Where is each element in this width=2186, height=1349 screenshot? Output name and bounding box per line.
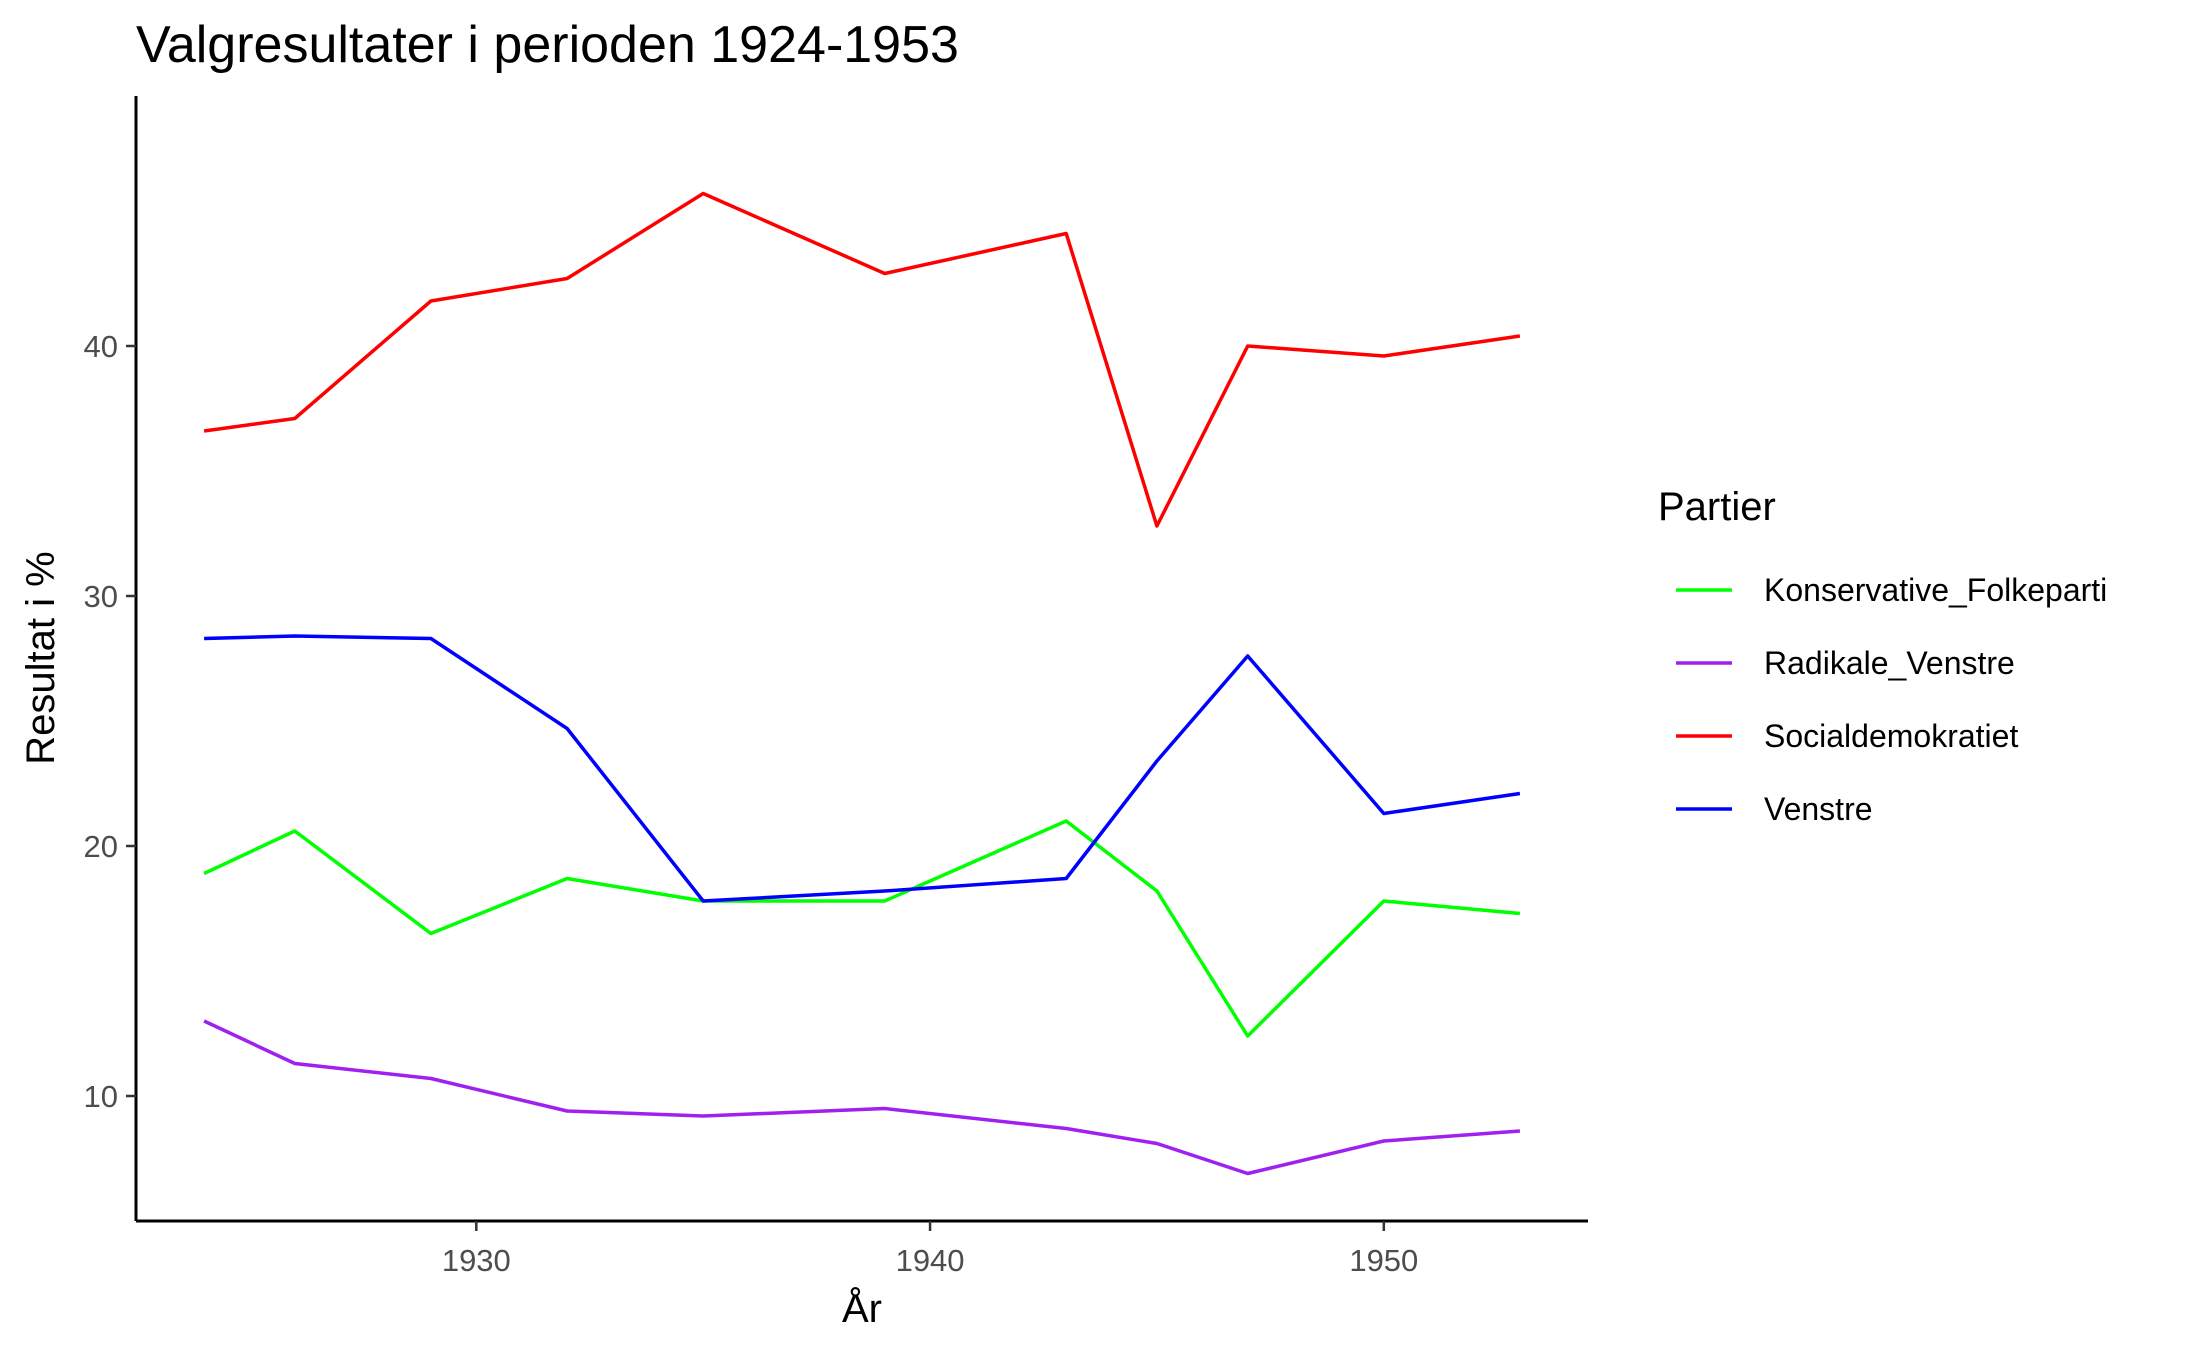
y-tick-label: 30 <box>84 579 118 614</box>
series-line-konservative-folkeparti <box>203 819 1521 1038</box>
legend-item: Venstre <box>1676 791 1873 827</box>
y-tick-label: 10 <box>84 1079 118 1114</box>
x-tick-label: 1930 <box>442 1243 511 1278</box>
x-axis-ticks: 1930 1940 1950 <box>442 1221 1418 1278</box>
legend: Partier Konservative_Folkeparti Radikale_… <box>1658 485 2107 827</box>
x-tick-label: 1950 <box>1349 1243 1418 1278</box>
legend-title: Partier <box>1658 485 1776 529</box>
y-tick-label: 40 <box>84 329 118 364</box>
legend-items: Konservative_Folkeparti Radikale_Venstre S… <box>1676 572 2107 827</box>
y-axis-title: Resultat i % <box>19 551 63 764</box>
y-axis-ticks: 10 20 30 40 <box>84 329 136 1114</box>
legend-item: Radikale_Venstre <box>1676 645 2015 681</box>
x-tick-label: 1940 <box>896 1243 965 1278</box>
chart-title: Valgresultater i perioden 1924-1953 <box>136 16 959 74</box>
series-line-socialdemokratiet <box>203 191 1521 528</box>
legend-item: Konservative_Folkeparti <box>1676 572 2107 608</box>
legend-item: Socialdemokratiet <box>1676 718 2018 754</box>
legend-label: Radikale_Venstre <box>1764 645 2015 681</box>
legend-label: Venstre <box>1764 791 1873 827</box>
series-layer <box>203 191 1521 1176</box>
series-line-venstre <box>204 634 1521 903</box>
legend-label: Socialdemokratiet <box>1764 718 2018 754</box>
series-line-radikale-venstre <box>203 1019 1521 1176</box>
y-tick-label: 20 <box>84 829 118 864</box>
x-axis-title: År <box>842 1286 882 1331</box>
legend-label: Konservative_Folkeparti <box>1764 572 2107 608</box>
